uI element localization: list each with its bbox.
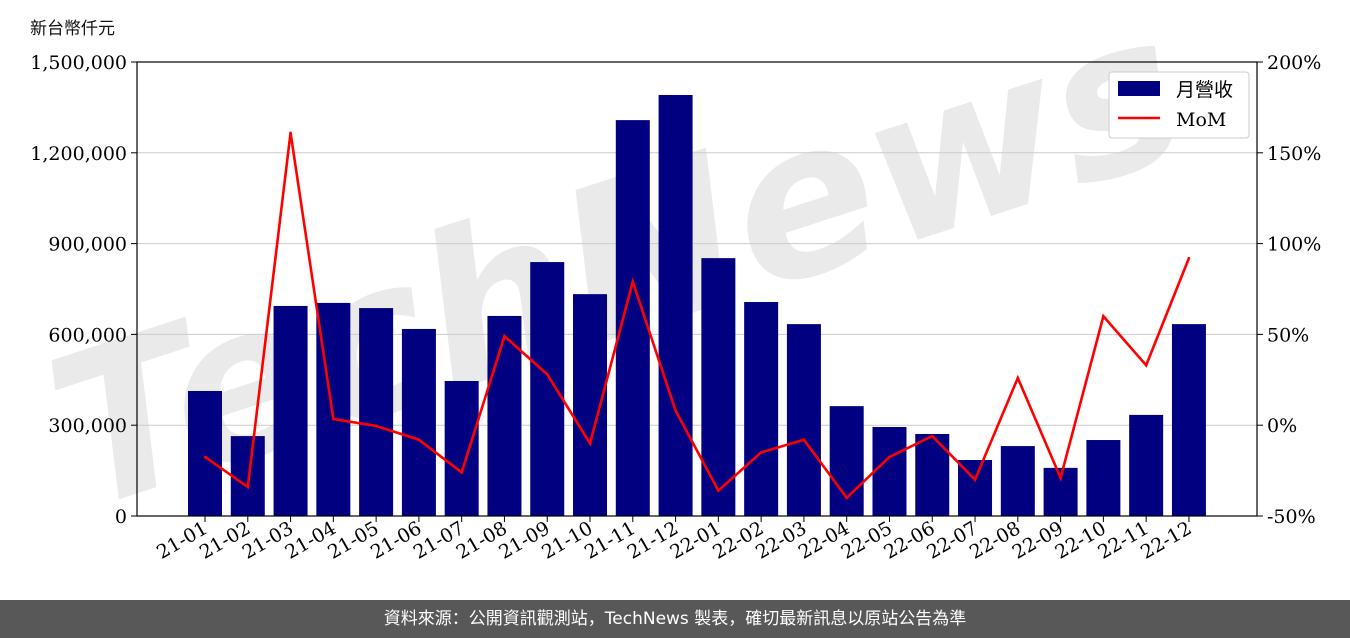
left-axis-unit-label: 新台幣仟元 [30,19,115,39]
bar-22-01 [701,258,736,516]
bar-21-06 [401,328,436,516]
right-tick-label: -50% [1267,506,1316,528]
mom-point-22-07 [973,478,977,481]
bar-21-08 [487,315,522,516]
mom-point-22-01 [717,489,720,492]
mom-point-21-06 [417,438,421,442]
bar-21-01 [188,390,222,516]
bar-21-09 [530,262,565,516]
left-tick-label: 900,000 [48,234,127,256]
mom-point-21-10 [588,442,592,445]
left-tick-label: 300,000 [48,415,127,437]
left-tick-label: 600,000 [48,324,127,346]
bar-21-12 [658,94,693,517]
bar-22-05 [872,427,907,516]
mom-point-21-12 [674,409,677,412]
legend-swatch-bar [1118,81,1160,96]
mom-point-22-03 [802,438,806,442]
mom-point-22-02 [759,451,763,454]
bar-22-10 [1086,440,1121,516]
mom-point-21-05 [374,424,378,428]
left-tick-label: 1,500,000 [30,52,127,74]
mom-point-21-04 [332,417,335,421]
right-tick-label: 50% [1267,324,1309,346]
mom-point-22-10 [1102,314,1105,318]
mom-point-21-11 [631,280,635,284]
mom-point-22-12 [1187,256,1191,260]
bar-21-05 [359,308,394,516]
right-tick-label: 0% [1267,415,1297,437]
right-tick-label: 200% [1267,52,1321,74]
legend-label-revenue: 月營收 [1176,79,1233,101]
mom-point-21-08 [503,334,506,338]
right-tick-label: 150% [1267,143,1321,165]
x-tick-label: 22-12 [1137,517,1195,563]
mom-point-22-09 [1059,476,1062,480]
left-tick-label: 1,200,000 [30,143,127,165]
source-footer: 資料來源：公開資訊觀測站，TechNews 製表，確切最新訊息以原站公告為準 [0,600,1350,638]
mom-point-21-03 [289,131,292,135]
bar-22-02 [744,302,779,516]
bar-21-03 [273,305,308,516]
mom-point-21-07 [460,471,463,474]
bar-22-11 [1129,414,1164,516]
bar-21-10 [573,294,608,516]
mom-point-22-06 [930,434,934,438]
bar-22-06 [915,433,950,516]
mom-point-21-02 [246,485,250,489]
mom-point-22-04 [845,496,848,500]
right-tick-label: 100% [1267,234,1321,256]
mom-point-22-08 [1016,376,1020,380]
bar-21-02 [230,436,265,516]
mom-point-21-09 [545,373,549,376]
mom-point-21-01 [203,455,207,459]
bar-22-08 [1000,446,1035,516]
revenue-chart: TechNews0300,000600,000900,0001,200,0001… [23,0,1321,564]
bar-22-03 [786,324,821,516]
plot-frame [136,61,1258,517]
mom-line [204,132,1191,500]
mom-point-22-11 [1144,363,1148,367]
mom-point-22-05 [888,455,891,459]
bar-21-07 [444,381,479,516]
bar-22-12 [1171,324,1206,516]
left-tick-label: 0 [115,506,127,528]
legend-label-mom: MoM [1176,109,1226,131]
